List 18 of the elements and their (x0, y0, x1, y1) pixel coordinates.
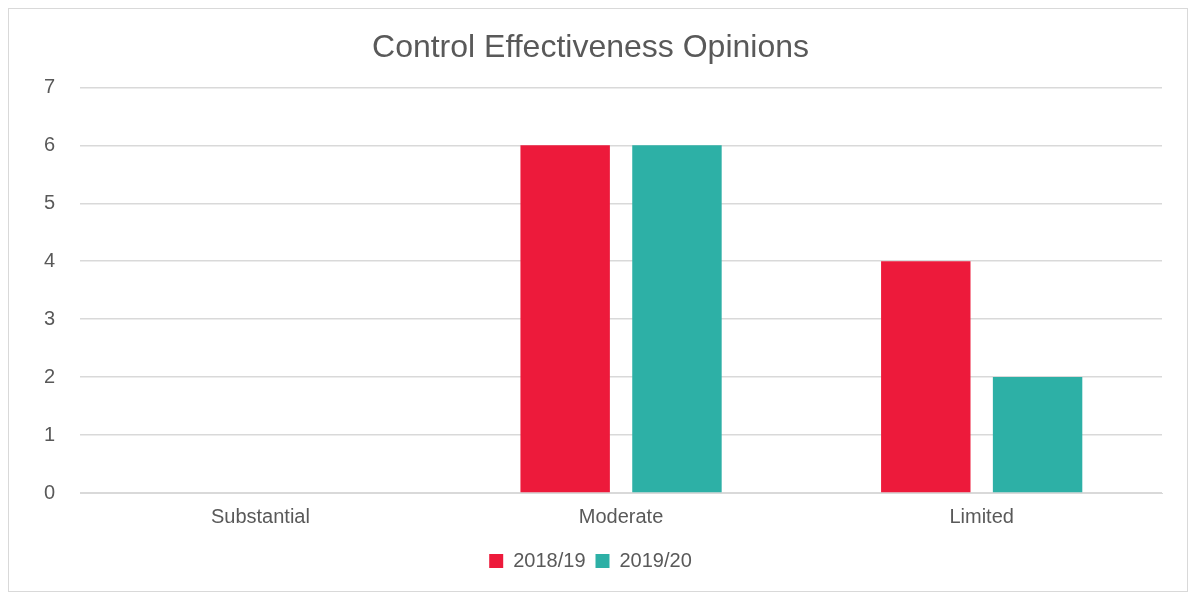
y-tick-label: 0 (44, 480, 56, 503)
y-tick-label: 2 (44, 364, 56, 387)
bar (881, 261, 971, 493)
bar (632, 145, 722, 493)
bar (992, 377, 1083, 493)
chart-title: Control Effectiveness Opinions (372, 28, 809, 65)
y-tick-label: 5 (44, 190, 56, 213)
x-tick-label: Moderate (578, 504, 664, 527)
y-tick-label: 4 (44, 248, 56, 271)
y-tick-label: 6 (44, 132, 56, 155)
x-tick-label: Substantial (210, 504, 310, 527)
y-tick-label: 1 (44, 422, 56, 445)
legend-label: 2018/19 (513, 548, 586, 571)
bar (520, 145, 610, 493)
y-tick-label: 3 (44, 306, 56, 329)
y-tick-label: 7 (44, 74, 56, 97)
legend-label: 2019/20 (619, 548, 692, 571)
x-tick-label: Limited (949, 504, 1014, 527)
